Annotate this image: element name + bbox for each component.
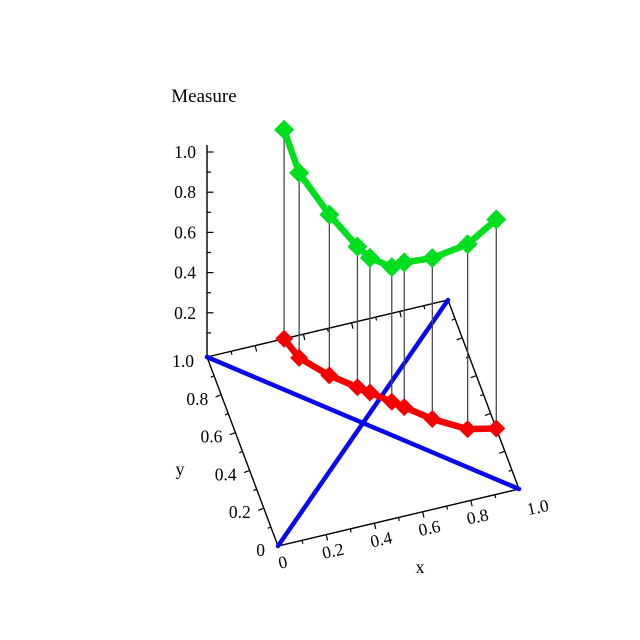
y-axis-label: y <box>176 459 185 479</box>
y-tick-label: 0.2 <box>229 502 251 522</box>
y-tick-labels: 00.2 0.4 0.6 0.8 1.0 <box>172 351 265 560</box>
drop-lines <box>283 129 497 430</box>
diamond-marker <box>395 398 414 417</box>
diamond-marker <box>290 348 309 367</box>
z-axis-title: Measure <box>171 86 236 107</box>
diamond-marker <box>275 329 294 348</box>
x-tick-label: 0.6 <box>417 516 443 540</box>
y-tick-label: 0 <box>256 540 265 560</box>
diamond-marker <box>394 252 415 273</box>
z-tick-label: 0.4 <box>174 263 196 283</box>
diamond-marker <box>486 209 507 230</box>
diamond-marker <box>289 162 310 183</box>
diamond-marker <box>423 409 442 428</box>
diamond-marker <box>458 420 477 439</box>
diamond-marker <box>320 366 339 385</box>
z-tick-label: 0.8 <box>174 182 196 202</box>
generated-chart-layers: 0 0.2 0.4 0.6 0.8 1.000.20.40.60.81.00.20.40.… <box>172 119 551 573</box>
z-tick-label: 1.0 <box>174 142 196 162</box>
x-tick-label: 1.0 <box>525 495 551 519</box>
base-antidiagonal <box>204 354 522 492</box>
diamond-marker <box>360 383 379 402</box>
diamond-marker <box>274 119 295 140</box>
x-tick-label: 0.8 <box>465 504 491 528</box>
z-tick-label: 0.2 <box>174 303 196 323</box>
z-tick-label: 0.6 <box>174 222 196 242</box>
diamond-marker <box>319 204 340 225</box>
z-tick-labels: 0.2 0.4 0.6 0.8 1.0 <box>174 142 196 323</box>
y-tick-label: 0.6 <box>201 427 223 447</box>
x-tick-label: 0.2 <box>320 539 346 563</box>
x-tick-label: 0.4 <box>368 527 394 551</box>
y-tick-label: 1.0 <box>172 351 194 371</box>
diamond-marker <box>359 247 380 268</box>
base-path-curve <box>275 329 506 439</box>
y-tick-label: 0.8 <box>186 389 208 409</box>
x-tick-labels: 0 0.2 0.4 0.6 0.8 1.0 <box>276 495 550 573</box>
y-tick-label: 0.4 <box>215 464 237 484</box>
diamond-marker <box>347 236 368 257</box>
measure-curve <box>274 119 507 278</box>
diamond-marker <box>457 234 478 255</box>
x-tick-label: 0 <box>276 551 289 572</box>
x-axis-label: x <box>416 557 425 577</box>
diamond-marker <box>487 419 506 438</box>
diamond-marker <box>422 248 443 269</box>
